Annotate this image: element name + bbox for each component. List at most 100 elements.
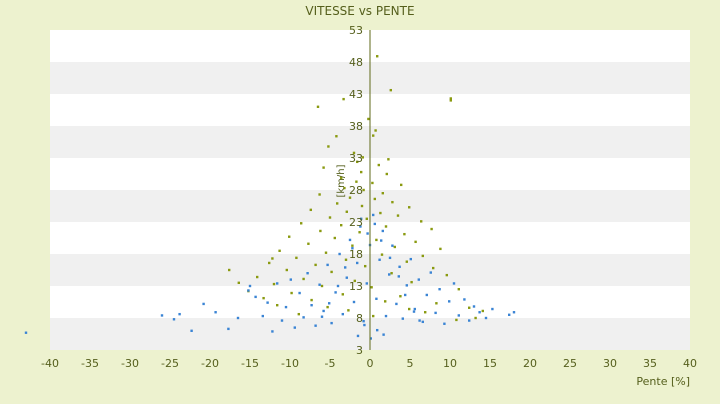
data-point — [310, 304, 313, 307]
data-point — [352, 300, 356, 304]
data-point — [380, 253, 384, 256]
data-point — [320, 284, 324, 288]
data-point — [256, 275, 259, 279]
data-point — [396, 214, 400, 217]
data-point — [397, 275, 400, 278]
data-point — [348, 196, 352, 199]
data-point — [449, 99, 452, 102]
data-point — [413, 307, 416, 311]
x-tick-label: 5 — [407, 357, 414, 370]
data-point — [421, 320, 424, 324]
data-point — [455, 318, 458, 322]
data-point — [376, 328, 379, 332]
data-point — [347, 309, 350, 312]
data-point — [214, 311, 217, 314]
data-point — [405, 284, 408, 287]
data-point — [463, 298, 466, 301]
y-tick-label: 38 — [349, 120, 363, 133]
data-point — [374, 129, 377, 132]
data-point — [410, 280, 413, 284]
data-point — [373, 197, 376, 201]
data-point — [338, 252, 341, 256]
data-point — [330, 321, 333, 325]
x-tick-label: -20 — [201, 357, 219, 370]
data-point — [237, 281, 240, 284]
data-point — [364, 264, 367, 268]
data-point — [330, 270, 333, 274]
data-point — [363, 323, 366, 327]
data-point — [319, 229, 322, 233]
data-point — [236, 316, 240, 320]
data-point — [449, 97, 452, 100]
x-tick-label: -5 — [325, 357, 336, 370]
data-point — [371, 181, 374, 185]
x-tick-label: 20 — [523, 357, 537, 370]
data-point — [289, 278, 292, 281]
data-point — [359, 225, 362, 228]
data-point — [356, 261, 359, 265]
data-point — [417, 278, 420, 281]
y-tick-label: 53 — [349, 24, 363, 37]
data-point — [378, 258, 381, 261]
data-point — [276, 304, 279, 307]
data-point — [381, 192, 384, 195]
data-point — [393, 245, 396, 249]
data-point — [271, 330, 274, 333]
data-point — [373, 222, 376, 226]
data-point — [190, 329, 193, 332]
data-point — [360, 170, 363, 174]
series-layer — [24, 55, 516, 340]
data-point — [401, 317, 404, 320]
data-point — [376, 55, 379, 58]
data-point — [403, 232, 406, 236]
data-point — [365, 282, 368, 285]
data-point — [353, 279, 356, 283]
data-point — [322, 309, 325, 313]
data-point — [290, 291, 293, 295]
data-point — [272, 282, 276, 286]
data-point — [481, 309, 484, 313]
data-point — [261, 314, 264, 318]
data-point — [388, 273, 391, 276]
data-point — [160, 314, 164, 317]
data-point — [389, 88, 392, 92]
data-point — [414, 240, 417, 244]
data-point — [384, 314, 388, 318]
data-point — [352, 151, 356, 155]
data-point — [295, 256, 298, 260]
axis-layer: -40 -35 -30 -25 -20 -15 -10 -5 0 5 10 15 20 25 30 35 40 3… — [41, 24, 697, 370]
data-point — [420, 220, 423, 223]
data-point — [266, 301, 269, 304]
data-point — [310, 298, 313, 302]
data-point — [372, 314, 375, 318]
data-point — [351, 244, 354, 247]
data-point — [248, 284, 252, 288]
x-tick-label: 10 — [443, 357, 457, 370]
data-point — [372, 213, 375, 217]
chart-title: VITESSE vs PENTE — [305, 4, 414, 18]
x-tick-label: 0 — [367, 357, 374, 370]
x-tick-label: -30 — [121, 357, 139, 370]
series-lower — [24, 213, 516, 340]
data-point — [408, 307, 411, 311]
data-point — [367, 117, 370, 121]
data-point — [336, 202, 339, 205]
data-point — [278, 249, 281, 252]
x-tick-label: 40 — [683, 357, 697, 370]
data-point — [508, 313, 511, 316]
data-point — [336, 284, 340, 288]
x-tick-label: 30 — [603, 357, 617, 370]
x-tick-label: 25 — [563, 357, 577, 370]
data-point — [172, 318, 176, 321]
data-point — [288, 235, 291, 238]
y-tick-label: 43 — [349, 88, 363, 101]
data-point — [340, 176, 343, 180]
data-point — [360, 217, 363, 220]
data-point — [375, 238, 378, 242]
data-point — [372, 134, 375, 137]
data-point — [375, 297, 378, 300]
data-point — [408, 206, 411, 209]
data-point — [316, 105, 320, 108]
data-point — [384, 225, 388, 228]
